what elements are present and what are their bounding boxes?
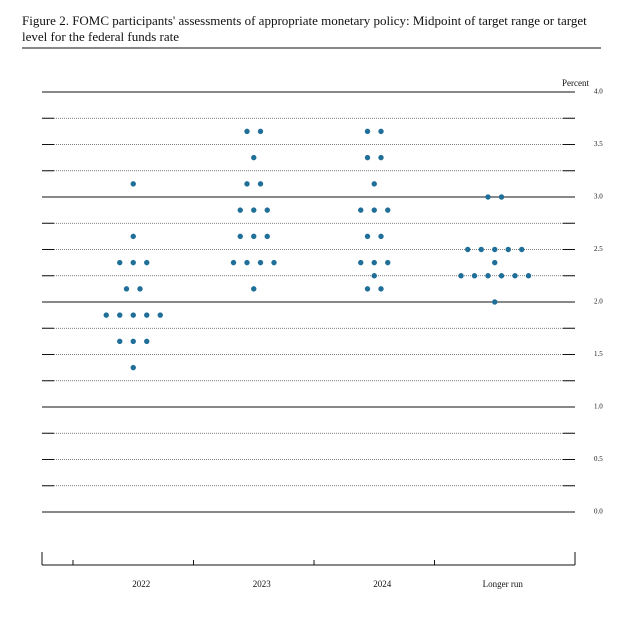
dot	[257, 259, 264, 266]
dot	[123, 286, 130, 292]
dot	[251, 286, 257, 292]
dot	[257, 128, 264, 135]
dot	[117, 338, 123, 345]
y-tick-label: 2.5	[594, 245, 603, 253]
x-tick-label: 2022	[132, 579, 150, 589]
dot	[244, 128, 250, 135]
dot	[237, 233, 243, 240]
dot	[378, 128, 384, 135]
y-tick-label: 1.0	[594, 403, 603, 411]
dot	[144, 259, 150, 266]
dot	[130, 233, 136, 240]
chart-title: Figure 2. FOMC participants' assessments…	[22, 13, 587, 44]
dot	[519, 246, 525, 253]
dot	[492, 259, 498, 266]
y-tick-label: 3.5	[594, 140, 603, 148]
dot	[230, 259, 237, 266]
dot	[512, 273, 518, 279]
x-tick-label: Longer run	[483, 579, 524, 589]
dot	[385, 259, 391, 266]
dot	[130, 338, 136, 345]
dot	[271, 259, 277, 266]
dot	[251, 207, 257, 213]
x-tick-label: 2023	[253, 579, 272, 589]
dot	[130, 181, 136, 187]
dot	[137, 286, 143, 292]
dot	[257, 181, 264, 187]
dot	[371, 207, 377, 213]
dot	[244, 259, 250, 266]
dot	[358, 259, 364, 266]
dot	[378, 154, 384, 161]
dot	[525, 273, 532, 279]
dot	[130, 364, 136, 371]
dot	[498, 194, 505, 200]
dot	[378, 233, 384, 240]
dot	[130, 259, 136, 266]
dot	[371, 259, 377, 266]
dot	[505, 246, 511, 253]
dot	[237, 207, 243, 213]
dot	[144, 338, 150, 345]
dot	[471, 273, 478, 279]
y-axis-label: Percent	[562, 78, 589, 88]
dot	[498, 273, 505, 279]
dot	[144, 312, 150, 318]
y-tick-label: 0.0	[594, 508, 603, 516]
dot	[371, 273, 377, 279]
dot	[251, 233, 257, 240]
dot	[244, 181, 250, 187]
dot	[117, 259, 123, 266]
dot	[130, 312, 136, 318]
dot	[364, 233, 371, 240]
dot	[103, 312, 109, 318]
dot	[458, 273, 464, 279]
y-tick-label: 0.5	[594, 455, 603, 463]
dot	[117, 312, 123, 318]
dot	[485, 273, 491, 279]
dot	[385, 207, 391, 213]
dot	[465, 246, 471, 253]
x-tick-label: 2024	[373, 579, 392, 589]
dot	[264, 233, 270, 240]
y-tick-label: 4.0	[594, 88, 603, 96]
dot	[492, 246, 498, 253]
dot	[264, 207, 270, 213]
y-tick-label: 3.0	[594, 193, 603, 201]
dot	[364, 286, 371, 292]
y-tick-label: 2.0	[594, 298, 603, 306]
dot	[492, 299, 498, 305]
dot	[371, 181, 377, 187]
dot	[364, 154, 371, 161]
dot	[478, 246, 484, 253]
dot	[364, 128, 371, 135]
dot	[378, 286, 384, 292]
y-tick-label: 1.5	[594, 350, 603, 358]
dot	[251, 154, 257, 161]
dot	[485, 194, 491, 200]
dot	[157, 312, 163, 318]
dot	[358, 207, 364, 213]
